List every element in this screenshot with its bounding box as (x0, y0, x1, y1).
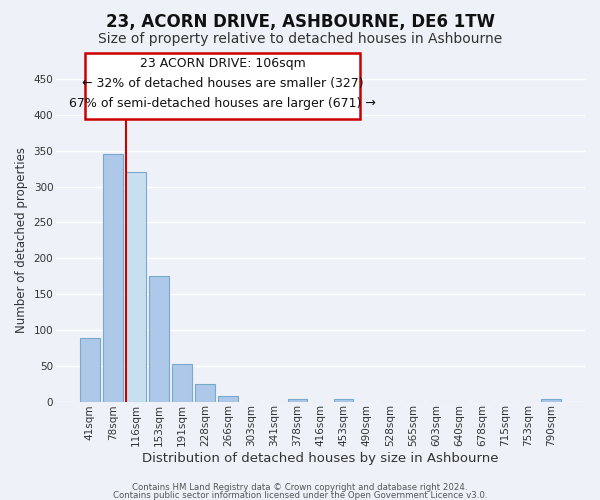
Bar (172, 364, 192, 402)
FancyBboxPatch shape (85, 53, 360, 120)
Bar (196, 384, 215, 402)
Bar (103, 154, 123, 402)
Bar (541, 400, 561, 402)
Bar (287, 400, 307, 402)
Text: Contains HM Land Registry data © Crown copyright and database right 2024.: Contains HM Land Registry data © Crown c… (132, 483, 468, 492)
Y-axis label: Number of detached properties: Number of detached properties (15, 148, 28, 334)
X-axis label: Distribution of detached houses by size in Ashbourne: Distribution of detached houses by size … (142, 452, 499, 465)
Bar (334, 400, 353, 402)
Bar (80, 338, 100, 402)
Bar (218, 396, 238, 402)
Text: Size of property relative to detached houses in Ashbourne: Size of property relative to detached ho… (98, 32, 502, 46)
Text: 23 ACORN DRIVE: 106sqm
← 32% of detached houses are smaller (327)
67% of semi-de: 23 ACORN DRIVE: 106sqm ← 32% of detached… (69, 56, 376, 110)
Text: 23, ACORN DRIVE, ASHBOURNE, DE6 1TW: 23, ACORN DRIVE, ASHBOURNE, DE6 1TW (106, 12, 494, 30)
Bar (149, 276, 169, 402)
Bar (126, 172, 146, 402)
Text: Contains public sector information licensed under the Open Government Licence v3: Contains public sector information licen… (113, 490, 487, 500)
